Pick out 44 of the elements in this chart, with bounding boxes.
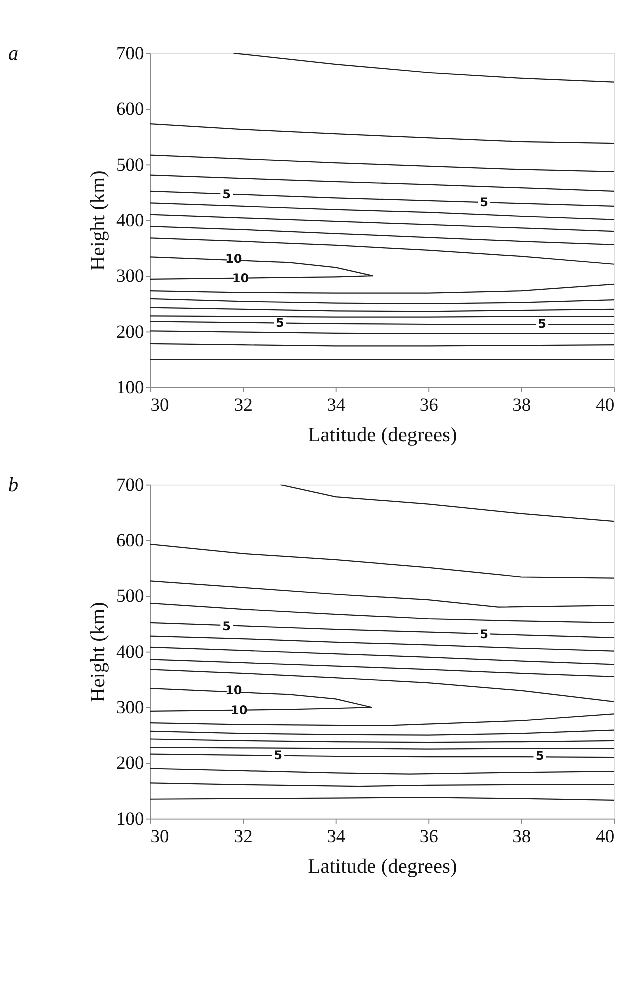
- annotation: 10: [231, 704, 248, 718]
- annotation: 5: [536, 749, 544, 764]
- y-tick-label: 300: [116, 698, 144, 719]
- annotation: 10: [232, 272, 250, 286]
- y-tick-label: 700: [116, 474, 144, 496]
- annotation: 5: [538, 317, 547, 332]
- y-axis-title: Height (km): [87, 602, 110, 702]
- x-tick-label: 32: [234, 826, 253, 848]
- annotation: 5: [480, 195, 489, 210]
- x-axis-title: Latitude (degrees): [308, 424, 458, 447]
- y-tick-label: 400: [116, 642, 144, 663]
- y-tick-label: 700: [116, 43, 144, 64]
- y-tick-label: 600: [116, 99, 144, 120]
- annotation: 5: [276, 316, 284, 330]
- y-tick-label: 300: [116, 266, 144, 288]
- y-tick-label: 200: [116, 753, 144, 774]
- y-axis-title: Height (km): [87, 170, 110, 272]
- x-tick-label: 32: [234, 395, 253, 416]
- x-tick-label: 36: [420, 395, 438, 416]
- annotation: 5: [222, 620, 232, 634]
- x-tick-label: 40: [596, 826, 615, 848]
- y-tick-label: 200: [116, 322, 144, 343]
- x-axis-title: Latitude (degrees): [308, 856, 458, 878]
- y-tick-label: 100: [116, 808, 144, 830]
- y-tick-label: 500: [116, 586, 144, 608]
- annotation: 5: [222, 188, 232, 202]
- chart-title: a: [8, 42, 19, 65]
- x-tick-label: 30: [150, 395, 170, 416]
- annotation: 10: [225, 684, 242, 698]
- y-tick-label: 100: [116, 377, 144, 398]
- y-tick-label: 600: [116, 530, 144, 552]
- x-tick-label: 36: [420, 826, 438, 848]
- y-tick-label: 400: [116, 210, 144, 232]
- y-tick-label: 500: [116, 154, 144, 176]
- x-tick-label: 30: [150, 826, 170, 848]
- annotation: 5: [480, 627, 489, 642]
- annotation: 5: [274, 748, 283, 763]
- x-tick-label: 40: [596, 395, 615, 416]
- x-tick-label: 34: [327, 826, 346, 848]
- x-tick-label: 38: [512, 395, 532, 416]
- x-tick-label: 38: [512, 826, 532, 848]
- x-tick-label: 34: [327, 395, 346, 416]
- annotation: 10: [225, 252, 242, 266]
- chart-title: b: [8, 474, 19, 496]
